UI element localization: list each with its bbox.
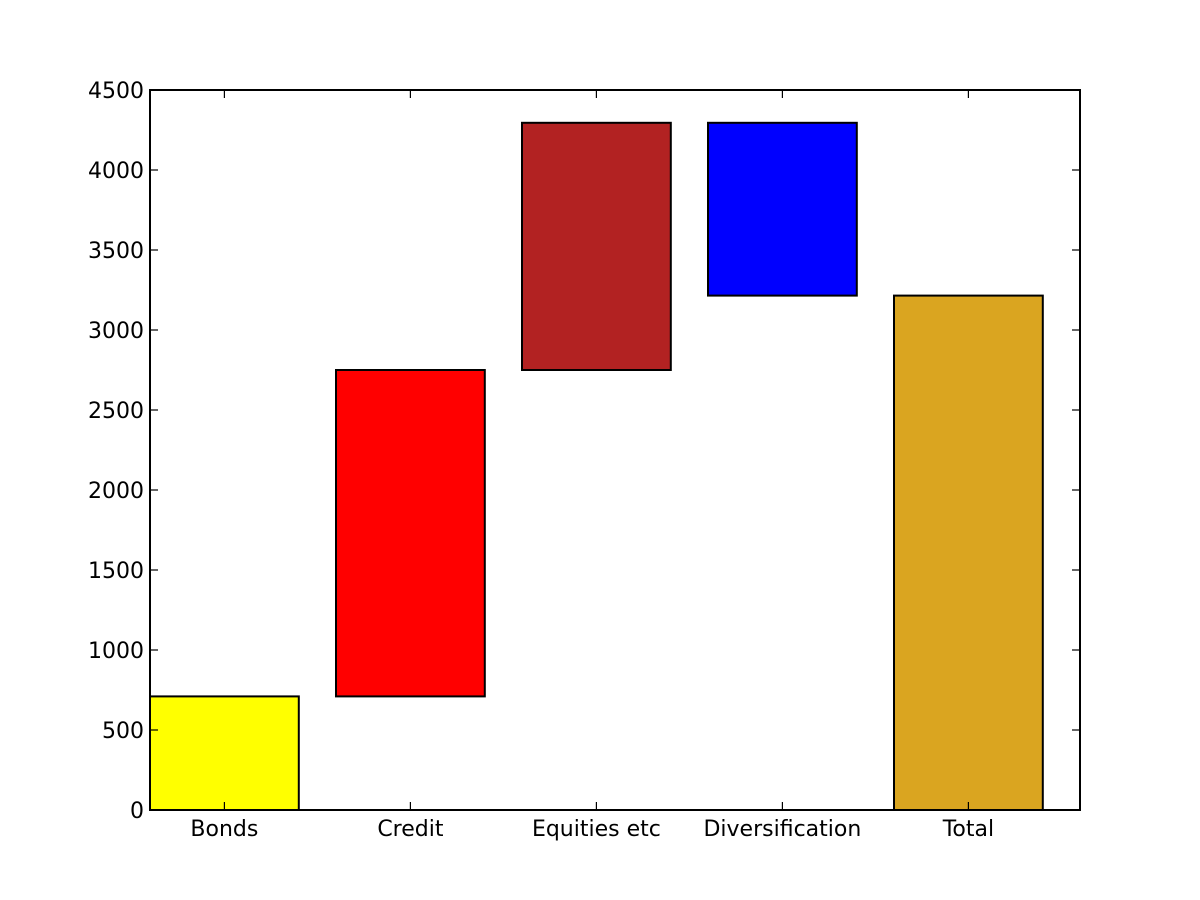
y-tick-label: 3500 (88, 239, 144, 264)
y-tick-label: 2500 (88, 399, 144, 424)
y-tick-label: 3000 (88, 319, 144, 344)
bars-layer (149, 121, 1044, 812)
x-tick-label: Credit (377, 817, 444, 842)
y-tick-label: 4500 (88, 79, 144, 104)
x-tick-label: Diversification (703, 817, 861, 842)
x-tick-label: Total (942, 817, 994, 842)
bar-diversification (707, 121, 858, 297)
bar-equities-etc (521, 121, 672, 371)
y-tick-label: 2000 (88, 479, 144, 504)
y-tick-label: 0 (130, 799, 144, 824)
labels-layer: 0 500 1000 1500 2000 2500 3000 3500 4000 4500 Bond… (88, 79, 994, 842)
bar-bonds (149, 695, 300, 812)
ticks-layer (150, 89, 1080, 811)
x-tick-label: Equities etc (532, 817, 661, 842)
bar-total (893, 294, 1044, 812)
bar-credit (335, 369, 486, 698)
y-tick-label: 1000 (88, 639, 144, 664)
y-tick-label: 1500 (88, 559, 144, 584)
plot-frame (149, 89, 1081, 811)
y-tick-label: 4000 (88, 159, 144, 184)
y-tick-label: 500 (102, 719, 144, 744)
x-tick-label: Bonds (190, 817, 258, 842)
